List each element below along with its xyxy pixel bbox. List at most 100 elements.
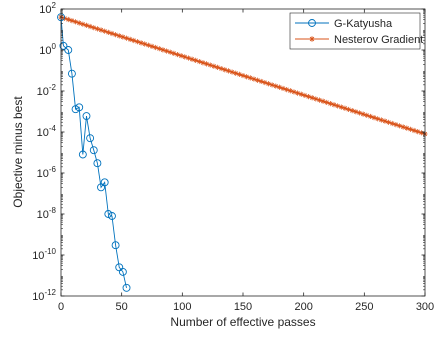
marker-nesterov-gradient-67 [302,92,308,99]
marker-nesterov-gradient-73 [324,99,330,106]
marker-g-katyusha-18 [122,283,131,292]
legend-box [289,12,421,50]
marker-g-katyusha-1 [59,41,68,50]
marker-nesterov-gradient-91 [389,120,395,127]
marker-g-katyusha-7 [82,112,91,121]
marker-g-katyusha-3 [67,69,76,78]
marker-nesterov-gradient-90 [386,119,392,125]
marker-nesterov-gradient-99 [418,130,424,136]
marker-nesterov-gradient-3 [69,18,75,24]
marker-g-katyusha-4 [71,105,80,114]
marker-nesterov-gradient-46 [225,68,232,74]
marker-nesterov-gradient-56 [262,79,268,86]
marker-nesterov-gradient-66 [298,91,304,97]
marker-nesterov-gradient-63 [287,88,293,94]
marker-g-katyusha-8 [86,134,95,143]
marker-nesterov-gradient-78 [342,105,348,111]
marker-nesterov-gradient-12 [102,28,108,34]
marker-nesterov-gradient-96 [407,126,414,132]
x-tick-label-3: 150 [234,301,252,313]
marker-g-katyusha-14 [108,212,116,220]
marker-nesterov-gradient-54 [254,77,261,83]
marker-nesterov-gradient-79 [345,106,352,113]
marker-g-katyusha-6 [78,150,87,159]
marker-nesterov-gradient-15 [113,32,119,38]
marker-nesterov-gradient-41 [207,62,213,68]
marker-nesterov-gradient-68 [305,94,312,100]
marker-nesterov-gradient-51 [244,74,250,80]
y-tick-label-3: 10-6 [37,165,57,180]
marker-nesterov-gradient-17 [120,34,126,40]
x-tick-label-2: 100 [173,301,191,313]
marker-nesterov-gradient-50 [240,72,246,79]
legend-marker-nesterov-gradient [309,36,315,42]
marker-nesterov-gradient-81 [353,109,359,115]
marker-nesterov-gradient-94 [400,124,406,130]
x-tick-label-6: 300 [416,301,434,313]
y-tick-label-1: 10-10 [32,247,56,262]
y-tick-label-6: 100 [39,42,56,57]
marker-nesterov-gradient-83 [360,111,366,117]
x-tick-label-1: 50 [116,301,128,313]
marker-nesterov-gradient-24 [145,42,151,48]
legend-label-g-katyusha: G-Katyusha [334,18,393,30]
marker-nesterov-gradient-19 [127,36,133,42]
marker-nesterov-gradient-61 [280,85,286,92]
marker-g-katyusha-10 [93,159,102,168]
marker-nesterov-gradient-95 [404,125,410,131]
marker-nesterov-gradient-72 [320,98,326,104]
marker-nesterov-gradient-55 [258,78,264,85]
marker-nesterov-gradient-26 [153,44,159,51]
marker-nesterov-gradient-33 [178,53,184,59]
marker-nesterov-gradient-84 [364,112,370,118]
marker-nesterov-gradient-71 [316,97,323,103]
marker-nesterov-gradient-89 [382,118,388,124]
marker-nesterov-gradient-59 [273,83,279,89]
marker-nesterov-gradient-31 [171,50,177,56]
marker-nesterov-gradient-75 [331,102,337,108]
marker-nesterov-gradient-42 [211,63,217,69]
marker-nesterov-gradient-70 [313,96,319,102]
marker-nesterov-gradient-27 [156,46,162,52]
marker-nesterov-gradient-30 [167,49,173,55]
marker-nesterov-gradient-9 [91,25,97,31]
marker-nesterov-gradient-64 [291,89,297,95]
plot-area [61,9,425,296]
marker-nesterov-gradient-44 [218,65,224,72]
marker-nesterov-gradient-52 [247,75,253,81]
y-axis-label: Objective minus best [11,96,25,208]
marker-nesterov-gradient-13 [105,29,111,35]
marker-nesterov-gradient-47 [229,69,235,75]
marker-g-katyusha-17 [118,267,127,276]
marker-nesterov-gradient-40 [204,61,210,67]
marker-nesterov-gradient-86 [371,115,377,121]
marker-nesterov-gradient-43 [214,64,221,70]
series-line-g-katyusha [60,17,127,288]
legend: G-Katyusha Nesterov Gradient [289,12,423,50]
marker-nesterov-gradient-32 [174,51,181,58]
marker-g-katyusha-9 [89,146,98,155]
marker-nesterov-gradient-69 [309,95,315,101]
x-axis-label: Number of effective passes [170,315,315,329]
marker-nesterov-gradient-10 [94,26,100,32]
marker-nesterov-gradient-8 [87,23,93,30]
y-tick-label-5: 10-2 [37,83,57,98]
marker-nesterov-gradient-14 [109,30,115,37]
x-tick-label-0: 0 [58,301,64,313]
x-tick-label-5: 250 [355,301,373,313]
legend-label-nesterov-gradient: Nesterov Gradient [334,34,423,46]
marker-g-katyusha-2 [64,46,73,54]
marker-nesterov-gradient-35 [185,55,191,61]
marker-nesterov-gradient-2 [65,16,71,23]
y-tick-label-0: 10-12 [32,288,56,303]
marker-nesterov-gradient-29 [163,48,170,54]
marker-nesterov-gradient-48 [233,70,239,76]
marker-nesterov-gradient-22 [138,40,144,46]
marker-nesterov-gradient-80 [349,108,355,114]
y-tick-label-2: 10-8 [37,206,57,221]
marker-nesterov-gradient-36 [189,56,195,62]
marker-nesterov-gradient-85 [367,113,373,120]
marker-nesterov-gradient-92 [393,122,399,128]
marker-nesterov-gradient-98 [415,129,421,135]
